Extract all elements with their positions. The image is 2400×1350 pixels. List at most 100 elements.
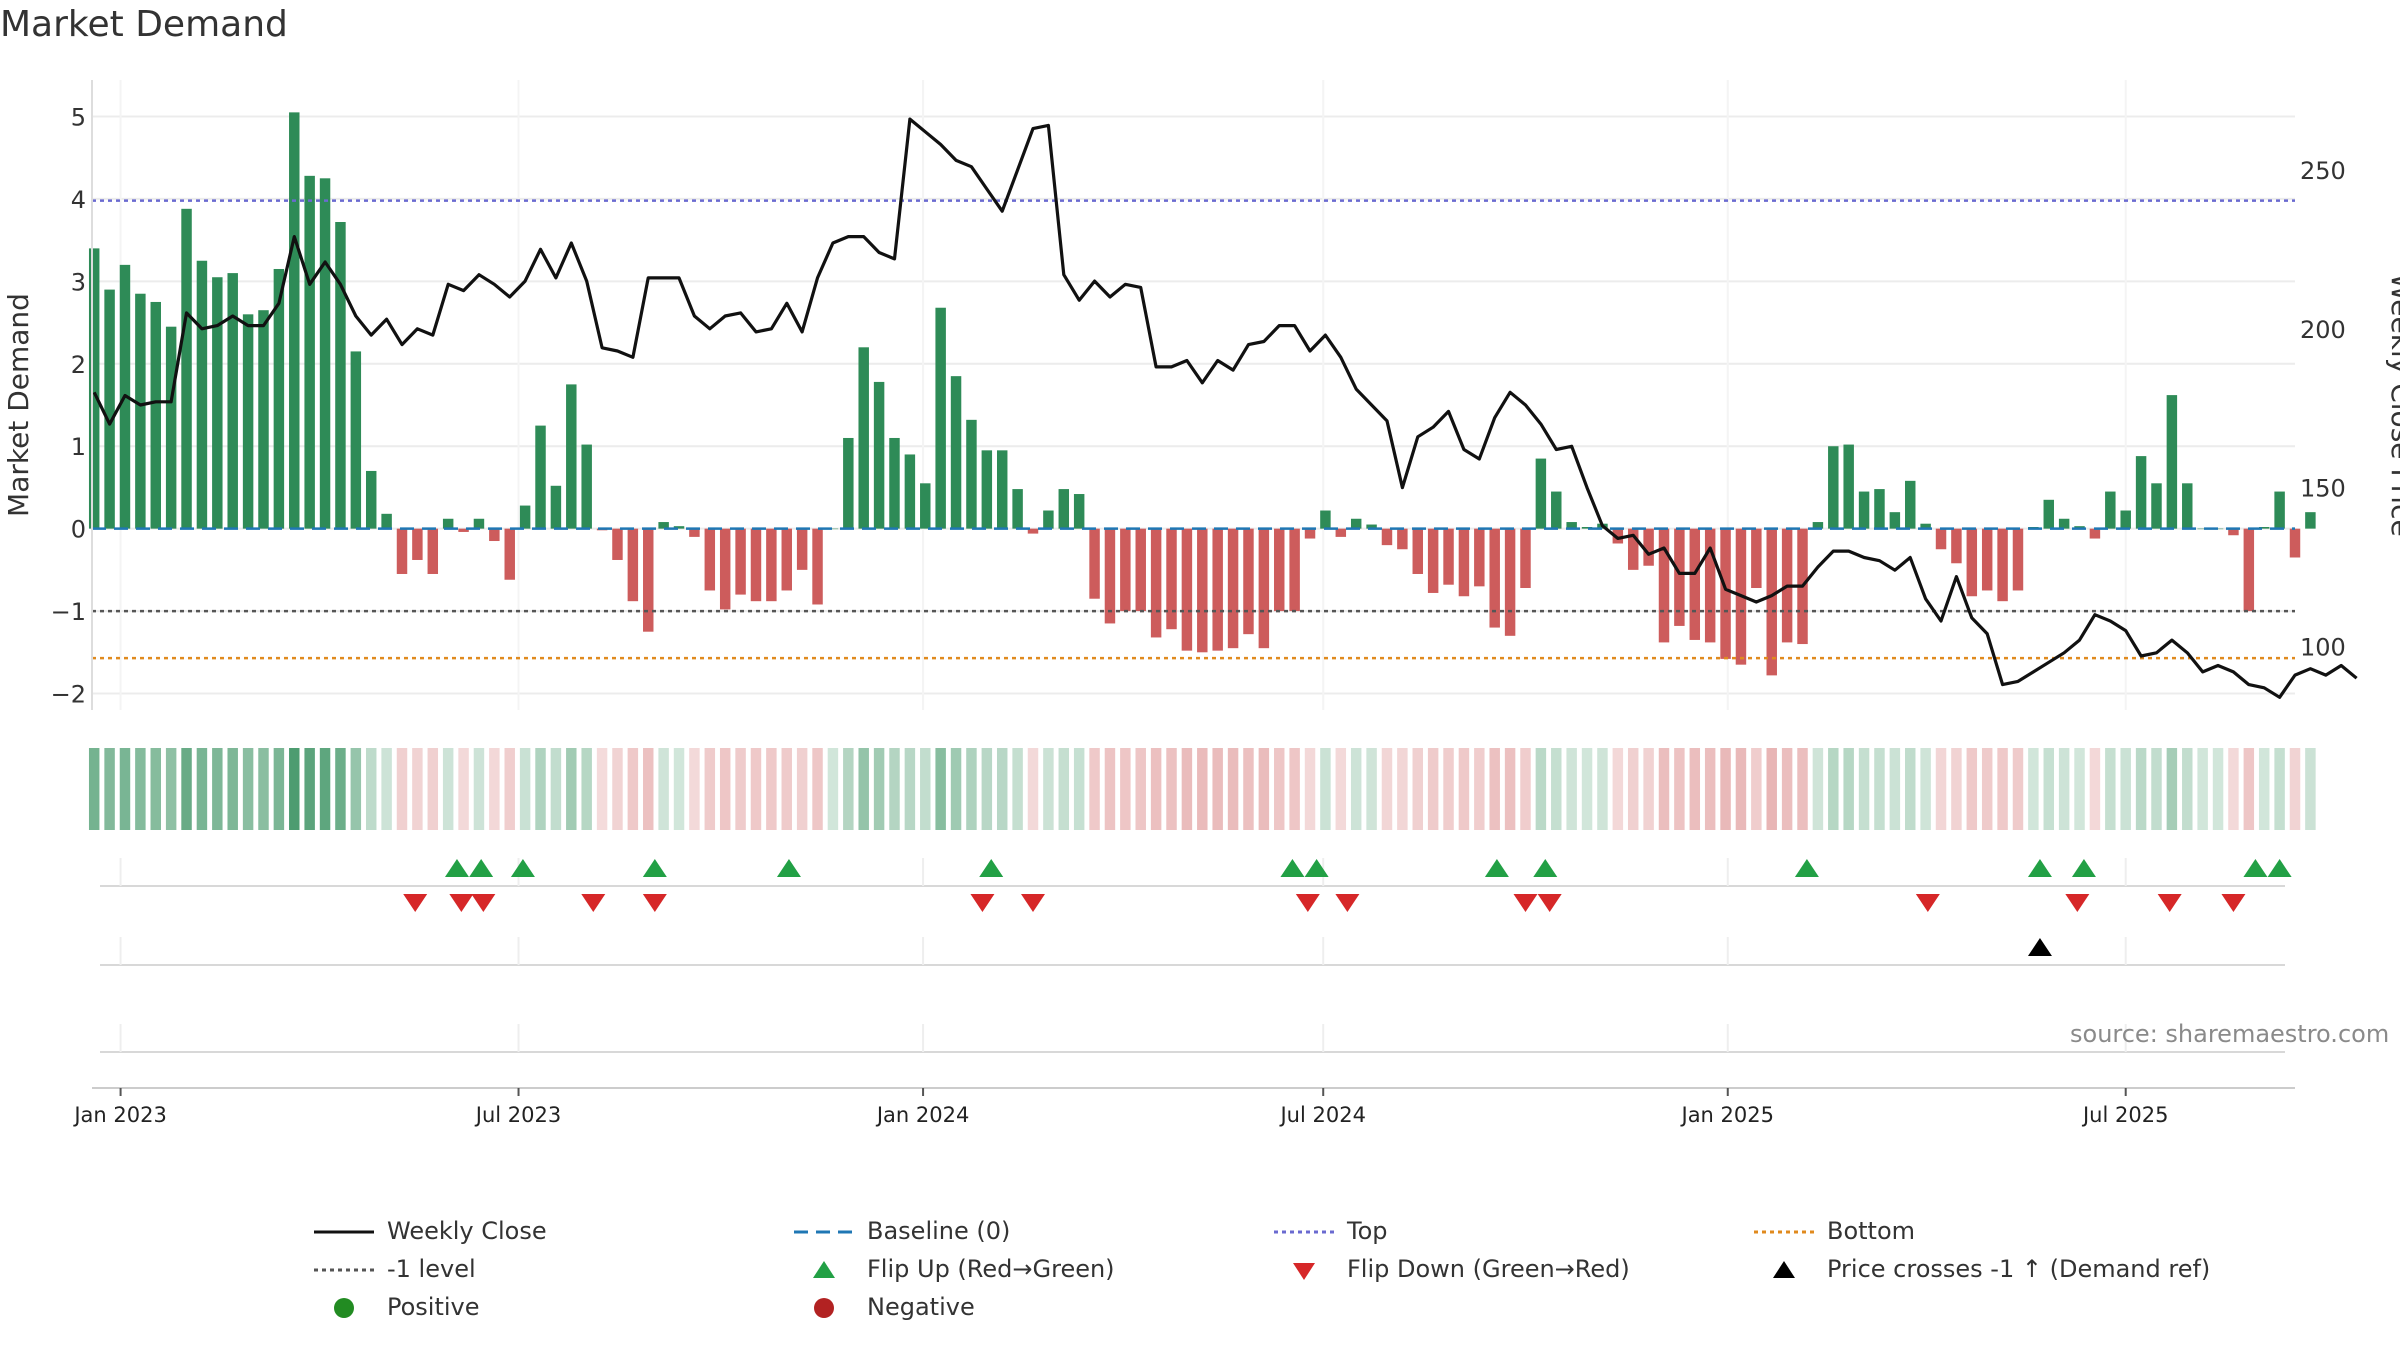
heat-cell <box>689 748 700 830</box>
heat-cell <box>2058 748 2070 830</box>
demand-bar <box>2258 527 2270 529</box>
heat-cell <box>750 748 762 830</box>
heat-cell <box>920 748 931 830</box>
demand-bar <box>1997 528 2008 602</box>
demand-bar <box>750 528 762 602</box>
heat-cell <box>1858 748 1870 830</box>
minus-one-dotted-icon <box>314 1268 374 1272</box>
demand-bar <box>1566 522 1577 529</box>
heat-cell <box>1304 748 1316 830</box>
demand-bar <box>858 347 869 529</box>
top-dotted-icon <box>1274 1230 1334 1234</box>
heat-cell <box>1627 748 1639 830</box>
heat-cell <box>1289 748 1300 830</box>
heat-cell <box>304 748 315 830</box>
heat-cell <box>1689 748 1701 830</box>
flip-down-marker <box>2221 894 2246 912</box>
x-tick-label: Jan 2024 <box>875 1103 970 1127</box>
heat-cell <box>827 748 839 830</box>
demand-bar <box>1981 528 1993 591</box>
heat-cell <box>858 748 869 830</box>
demand-bar <box>581 444 592 529</box>
heat-cell <box>1150 748 1162 830</box>
heat-cell <box>2105 748 2116 830</box>
heat-cell <box>843 748 854 830</box>
demand-bar <box>719 528 731 610</box>
demand-bar <box>1612 528 1624 544</box>
demand-bar <box>873 381 885 529</box>
demand-bar <box>2105 491 2116 529</box>
demand-bar <box>1935 528 1947 550</box>
heat-cell <box>581 748 592 830</box>
legend-label: Flip Down (Green→Red) <box>1347 1255 1630 1283</box>
heat-cell <box>766 748 777 830</box>
heat-cell <box>1812 748 1824 830</box>
heat-cell <box>935 748 946 830</box>
demand-bar <box>1858 491 1870 529</box>
y-tick-label: 4 <box>71 186 86 214</box>
heat-cell <box>335 748 346 830</box>
flip-up-marker <box>979 859 1004 877</box>
demand-bar <box>1551 491 1562 529</box>
heat-cell <box>1581 748 1593 830</box>
demand-bar <box>350 351 362 529</box>
demand-bar <box>1089 528 1100 599</box>
heat-cell <box>2151 748 2162 830</box>
demand-bar <box>1366 524 1377 529</box>
demand-bar <box>781 528 792 591</box>
demand-bar <box>2058 518 2070 529</box>
demand-bar <box>796 528 808 570</box>
heat-cell <box>719 748 731 830</box>
heat-cell <box>2043 748 2054 830</box>
heat-cell <box>1966 748 1978 830</box>
x-tick-label: Jul 2023 <box>474 1103 561 1127</box>
heat-cell <box>627 748 639 830</box>
heat-cell <box>458 748 469 830</box>
heat-cell <box>1089 748 1100 830</box>
demand-bar <box>1658 528 1670 643</box>
demand-bar <box>704 528 716 591</box>
demand-bar <box>1427 528 1439 593</box>
heat-cell <box>1597 748 1608 830</box>
demand-bar <box>1627 528 1639 570</box>
heat-cell <box>1658 748 1670 830</box>
flip-down-marker <box>1295 894 1320 912</box>
demand-bar <box>273 268 285 529</box>
flip-down-marker <box>1021 894 1046 912</box>
demand-bar <box>2243 528 2255 612</box>
flip-up-marker <box>776 859 801 877</box>
demand-bar <box>1304 528 1316 539</box>
demand-bar <box>473 518 485 529</box>
demand-bar <box>1581 527 1593 529</box>
heat-cell <box>2182 748 2193 830</box>
heat-cell <box>812 748 823 830</box>
heat-cell <box>2258 748 2270 830</box>
heat-cell <box>1212 748 1223 830</box>
heat-cell <box>2120 748 2131 830</box>
heat-cell <box>350 748 362 830</box>
heat-cell <box>981 748 993 830</box>
demand-bar <box>1643 528 1654 566</box>
heat-cell <box>1504 748 1516 830</box>
demand-bar <box>735 528 746 595</box>
weekly-close-line-icon <box>314 1230 374 1234</box>
demand-bar <box>966 419 977 529</box>
demand-bar <box>1443 528 1454 585</box>
reference-lines <box>92 199 2295 660</box>
y-axis-title: Market Demand <box>2 293 35 517</box>
heat-cell <box>1643 748 1654 830</box>
demand-bar <box>1689 528 1701 640</box>
demand-bar <box>212 277 223 529</box>
demand-bar <box>1920 523 1931 529</box>
flip-down-marker <box>581 894 606 912</box>
heat-cell <box>1258 748 1270 830</box>
demand-bar <box>1474 528 1485 587</box>
heat-cell <box>242 748 254 830</box>
x-tick-label: Jan 2023 <box>72 1103 167 1127</box>
heat-cell <box>1920 748 1931 830</box>
heat-cell <box>796 748 808 830</box>
heat-cell <box>704 748 716 830</box>
demand-bar <box>1227 528 1239 649</box>
flip-up-marker <box>2071 859 2096 877</box>
